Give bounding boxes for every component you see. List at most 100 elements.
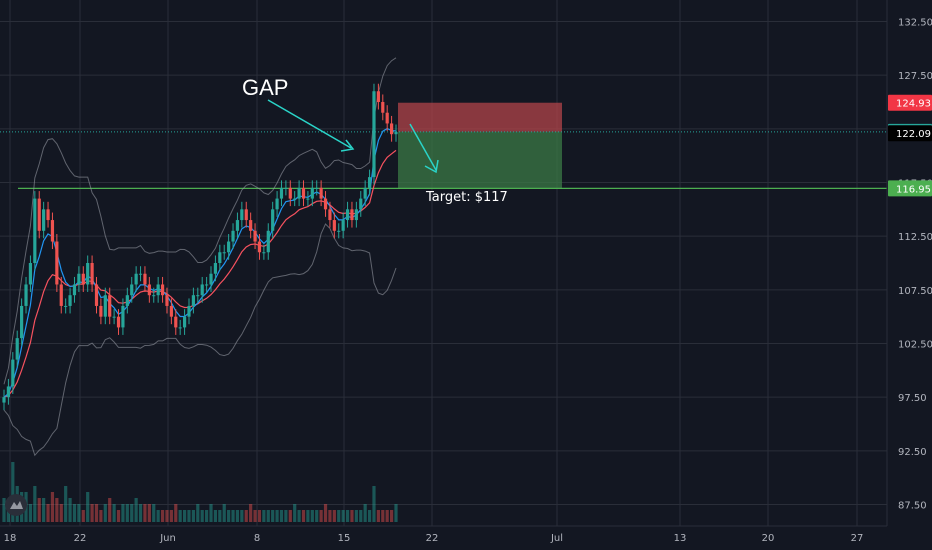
candle-body <box>191 295 195 306</box>
volume-bar <box>174 504 178 522</box>
candle-body <box>350 209 354 221</box>
candle-body <box>306 198 310 200</box>
candle-body <box>323 198 328 210</box>
candle-body <box>293 198 297 200</box>
volume-bar <box>359 510 363 522</box>
bollinger-bands <box>3 57 397 457</box>
candle-body <box>121 305 125 328</box>
volume-bar <box>306 510 310 522</box>
volume-bar <box>240 510 244 522</box>
candle-body <box>271 209 275 231</box>
candle-body <box>156 284 160 296</box>
volume-bar <box>68 498 72 522</box>
volume-bar <box>121 504 125 522</box>
candle-body <box>33 198 37 263</box>
candle-body <box>249 220 253 231</box>
stop-loss-zone <box>398 102 562 132</box>
candle-body <box>59 284 63 306</box>
candle-body <box>24 284 28 306</box>
volume-bar <box>205 510 209 522</box>
candle-body <box>94 284 99 306</box>
candle-body <box>174 316 178 328</box>
candle-body <box>367 177 372 188</box>
volume-bar <box>266 510 270 522</box>
volume-bar <box>262 510 266 522</box>
volume-bar <box>130 504 134 522</box>
candle-body <box>200 284 204 296</box>
volume-bar <box>227 510 231 522</box>
volume-bar <box>160 510 165 522</box>
volume-bar <box>2 498 6 522</box>
candle-body <box>108 295 112 317</box>
volume-bar <box>72 504 77 522</box>
lower-band <box>3 223 397 457</box>
candle-body <box>205 284 209 286</box>
candle-body <box>165 295 169 306</box>
volume-bar <box>116 510 121 522</box>
candle-body <box>103 295 107 317</box>
candle-body <box>182 316 187 328</box>
candle-body <box>319 187 323 199</box>
price-tick-label: 87.50 <box>898 501 927 512</box>
price-tick-label: 92.50 <box>898 447 927 458</box>
candle-body <box>178 327 182 329</box>
candle-body <box>196 295 200 297</box>
price-tick-label: 112.50 <box>898 232 932 243</box>
candle-body <box>11 359 15 387</box>
candle-body <box>253 230 257 242</box>
price-axis[interactable] <box>886 0 932 550</box>
price-tick-label: 97.50 <box>898 393 927 404</box>
candle-body <box>213 263 218 274</box>
price-tick-label: 132.50 <box>898 17 932 28</box>
candle-body <box>209 273 213 285</box>
volume-bar <box>178 510 182 522</box>
candle-body <box>152 295 156 297</box>
logo-icon <box>10 501 23 509</box>
candle-body <box>385 112 389 124</box>
candle-body <box>235 220 240 231</box>
volume-bar <box>42 498 46 522</box>
time-tick-label: 20 <box>762 533 775 544</box>
candle-body <box>6 386 11 398</box>
volume-bar <box>341 510 345 522</box>
time-tick-label: 13 <box>674 533 687 544</box>
volume-bar <box>257 510 262 522</box>
volume-bar <box>86 492 90 522</box>
volume-bar <box>323 504 328 522</box>
candle-body <box>20 305 24 339</box>
candle-body <box>81 273 85 285</box>
candle-body <box>222 252 226 254</box>
candle-body <box>50 220 55 242</box>
target-arrowhead <box>424 159 439 174</box>
volume-bar <box>310 510 314 522</box>
gap-arrowhead <box>340 139 355 152</box>
candle-body <box>328 209 332 221</box>
candle-body <box>262 252 266 254</box>
price-tag-label: 124.93 <box>896 99 931 110</box>
price-tag-bg <box>888 94 932 111</box>
volume-bar <box>385 510 389 522</box>
candle-body <box>37 198 41 231</box>
candle-body <box>160 284 165 296</box>
tradingview-logo[interactable] <box>5 494 27 516</box>
volume-bar <box>196 504 200 522</box>
candle-body <box>55 241 59 285</box>
horizontal-lines <box>0 131 887 189</box>
volume-bar <box>244 510 248 522</box>
volume-bar <box>345 510 350 522</box>
candlesticks <box>2 83 398 411</box>
volume-bar <box>46 504 50 522</box>
candle-body <box>77 273 81 285</box>
time-tick-label: 22 <box>74 533 87 544</box>
candle-body <box>15 338 19 360</box>
candle-body <box>227 241 231 253</box>
fast-ma-line <box>3 127 397 398</box>
volume-bar <box>350 510 354 522</box>
volume-bar <box>284 510 288 522</box>
candle-body <box>143 273 147 285</box>
candle-body <box>86 263 90 285</box>
volume-bar <box>363 504 367 522</box>
volume-bar <box>271 510 275 522</box>
candle-body <box>363 187 367 199</box>
